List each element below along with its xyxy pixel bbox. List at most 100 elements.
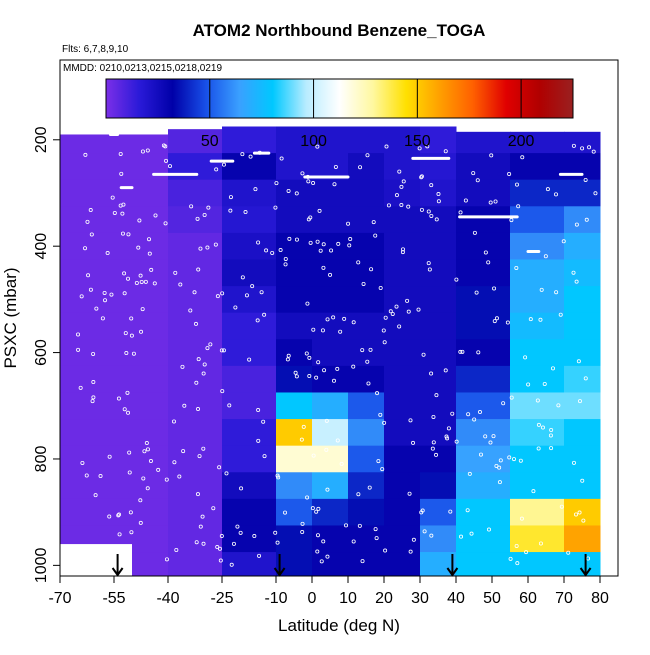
heatmap-cell [222, 445, 277, 473]
sample-point [129, 316, 134, 321]
sample-point [315, 239, 320, 244]
sample-point [138, 498, 143, 503]
sample-point [536, 446, 541, 451]
sample-point [127, 470, 132, 475]
heatmap-cell [564, 445, 601, 473]
sample-point [361, 281, 366, 286]
colorbar: 50 100 150 200 [105, 78, 574, 150]
x-tick-label: 50 [483, 590, 501, 607]
heatmap-cell [276, 472, 313, 500]
heatmap-cell [222, 179, 277, 207]
sample-point [201, 371, 206, 376]
chart-title: ATOM2 Northbound Benzene_TOGA [193, 21, 486, 40]
sample-point [397, 324, 402, 329]
sample-point [315, 533, 320, 538]
sample-point [556, 403, 561, 408]
sample-point [315, 549, 320, 554]
heatmap-cell [456, 392, 511, 420]
heatmap-cell [168, 525, 223, 553]
heatmap-cell [348, 419, 385, 447]
sample-point [411, 537, 416, 542]
heatmap-cell [420, 472, 457, 500]
sample-point [366, 381, 371, 386]
heatmap-cell [168, 259, 223, 287]
sample-point [164, 557, 169, 562]
sample-point [163, 221, 168, 226]
sample-point [311, 327, 316, 332]
sample-point [182, 403, 187, 408]
heatmap-cell [60, 179, 169, 207]
heatmap-cell [276, 232, 313, 260]
heatmap-cell [60, 419, 169, 447]
heatmap-cell [168, 232, 223, 260]
sample-point [472, 417, 477, 422]
heatmap-cell [420, 392, 457, 420]
heatmap-cell [276, 259, 313, 287]
heatmap-cell [510, 339, 565, 367]
sample-point [89, 232, 94, 237]
y-tick-label: 200 [33, 126, 50, 153]
sample-point [116, 396, 121, 401]
sample-point [465, 508, 470, 513]
heatmap-cell [456, 365, 511, 393]
sample-point [138, 520, 143, 525]
sample-point [201, 541, 206, 546]
sample-point [244, 293, 249, 298]
sample-point [378, 412, 383, 417]
sample-point [523, 355, 528, 360]
sample-point [571, 143, 576, 148]
sample-point [301, 424, 306, 429]
sample-point [376, 459, 381, 464]
sample-point [198, 524, 203, 529]
sample-point [419, 174, 424, 179]
sample-point [306, 217, 311, 222]
sample-point [583, 376, 588, 381]
sample-point [220, 291, 225, 296]
sample-point [110, 195, 115, 200]
sample-point [382, 340, 387, 345]
heatmap-cell [222, 419, 277, 447]
sample-point [430, 446, 435, 451]
heatmap-cell [456, 339, 511, 367]
sample-point [543, 254, 548, 259]
sample-point [84, 473, 89, 478]
sample-point [196, 267, 201, 272]
heatmap-cell [60, 339, 169, 367]
sample-point [325, 554, 330, 559]
sample-point [218, 558, 223, 563]
heatmap-cell [384, 419, 421, 447]
sample-point [287, 236, 292, 241]
sample-point [466, 412, 471, 417]
heatmap-cell [420, 419, 457, 447]
sample-point [357, 523, 362, 528]
heatmap-cell [564, 153, 601, 181]
sample-point [195, 492, 200, 497]
sample-point [197, 454, 202, 459]
sample-point [574, 512, 579, 517]
heatmap-cell [276, 286, 313, 314]
sample-point [229, 562, 234, 567]
sample-point [275, 473, 280, 478]
sample-point [322, 368, 327, 373]
sample-point [494, 463, 499, 468]
sample-point [419, 207, 424, 212]
heatmap-cell [384, 232, 421, 260]
sample-point [514, 543, 519, 548]
heatmap-cell [420, 365, 457, 393]
sample-point [587, 145, 592, 150]
sample-point [469, 531, 474, 536]
sample-point [325, 487, 330, 492]
sample-point [103, 298, 108, 303]
sample-point [351, 539, 356, 544]
sample-point [88, 287, 93, 292]
sample-point [408, 418, 413, 423]
heatmap-cell [222, 126, 277, 154]
sample-point [256, 240, 261, 245]
sample-point [143, 279, 148, 284]
sample-point [202, 213, 207, 218]
sample-point [411, 440, 416, 445]
sample-point [247, 357, 252, 362]
sample-point [314, 375, 319, 380]
heatmap-cell [168, 339, 223, 367]
